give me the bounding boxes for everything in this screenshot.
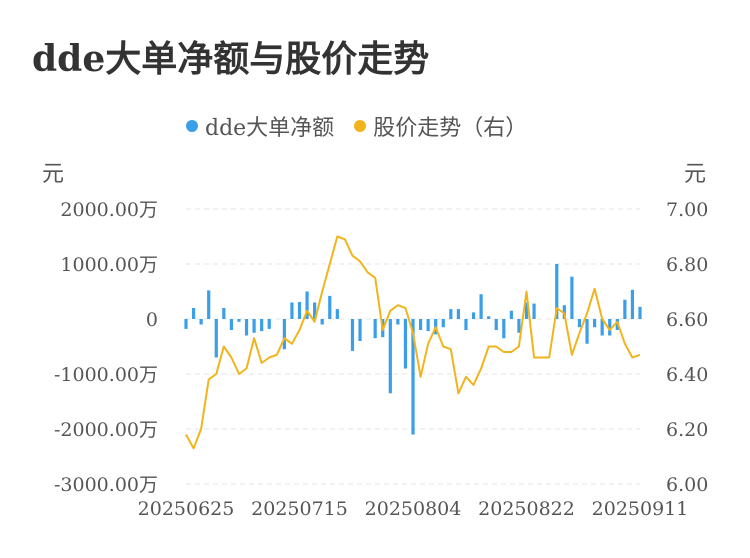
dde-bar [456, 309, 460, 319]
dde-bar [630, 289, 635, 319]
dde-bar [555, 264, 559, 319]
dde-bar [267, 319, 271, 329]
left-tick-label: 0 [146, 309, 158, 331]
dde-bar [358, 319, 362, 341]
dde-bar [623, 299, 627, 319]
dde-bar [494, 319, 498, 330]
dde-bar [532, 303, 536, 319]
left-tick-label: 2000.00万 [60, 199, 158, 221]
dde-bar [577, 319, 582, 328]
dde-bar [335, 309, 339, 319]
dde-bar [426, 319, 430, 332]
dde-bar [585, 319, 589, 344]
x-tick-label: 20250715 [251, 498, 348, 520]
dde-bar [608, 319, 612, 336]
dde-bar [517, 319, 521, 333]
right-tick-label: 6.80 [666, 254, 708, 276]
dde-bar [502, 319, 506, 339]
left-tick-label: -2000.00万 [54, 419, 158, 441]
dde-bar [214, 319, 218, 358]
right-tick-label: 6.20 [666, 419, 708, 441]
left-tick-label: -3000.00万 [54, 474, 158, 496]
legend-dot-dde [186, 120, 198, 132]
dde-bar [252, 319, 256, 333]
dde-bar [396, 319, 400, 325]
dde-bar [297, 301, 302, 319]
dde-bar [411, 319, 415, 435]
legend-dot-price [354, 120, 367, 132]
dde-bar [229, 319, 233, 330]
legend: dde大单净额 股价走势（右） [186, 110, 547, 142]
dde-bar [471, 312, 476, 319]
dde-bar [282, 319, 286, 350]
legend-label-dde: dde大单净额 [205, 116, 335, 141]
dde-bar [418, 319, 423, 330]
dde-bar [244, 319, 249, 336]
dde-bar [593, 319, 597, 328]
price-line [185, 235, 641, 450]
dde-bar [487, 316, 491, 319]
x-tick-label: 20250804 [365, 498, 462, 520]
right-tick-label: 6.60 [666, 309, 708, 331]
dde-bar [570, 276, 574, 319]
dde-bar [305, 291, 309, 319]
dde-bar [562, 305, 566, 319]
dde-bar [290, 302, 294, 319]
x-tick-label: 20250625 [138, 498, 235, 520]
dde-bar [441, 319, 445, 328]
dde-bar [207, 290, 211, 319]
dde-bar [320, 319, 324, 325]
legend-item-dde[interactable]: dde大单净额 [186, 110, 334, 142]
dde-bar [350, 319, 355, 351]
left-tick-label: -1000.00万 [54, 364, 158, 386]
right-tick-label: 7.00 [666, 199, 708, 221]
dde-bar [237, 319, 241, 322]
dde-bar [373, 319, 377, 339]
dde-bar [184, 319, 188, 329]
legend-label-price: 股价走势（右） [373, 116, 528, 141]
x-tick-label: 20250822 [478, 498, 575, 520]
right-tick-label: 6.00 [666, 474, 708, 496]
left-tick-label: 1000.00万 [60, 254, 158, 276]
dde-bar [328, 295, 332, 319]
x-tick-label: 20250911 [592, 498, 689, 520]
left-axis-unit: 元 [42, 162, 65, 187]
dde-bar [388, 319, 392, 394]
dde-bar [222, 308, 226, 319]
dde-bar [600, 319, 604, 336]
chart-title: dde大单净额与股价走势 [32, 38, 430, 80]
dde-bar [509, 310, 513, 319]
dde-bar [260, 319, 264, 332]
legend-item-price[interactable]: 股价走势（右） [354, 110, 527, 142]
dde-bar [524, 302, 529, 319]
dde-bar [479, 294, 483, 319]
dde-bar [449, 309, 453, 319]
dde-bar [638, 306, 642, 319]
dde-bar [199, 319, 203, 325]
dde-bar [464, 319, 468, 330]
right-axis-unit: 元 [684, 162, 707, 187]
dde-bar [191, 308, 196, 319]
dde-bar [313, 302, 317, 319]
right-tick-label: 6.40 [666, 364, 708, 386]
dde-bar [403, 319, 408, 369]
